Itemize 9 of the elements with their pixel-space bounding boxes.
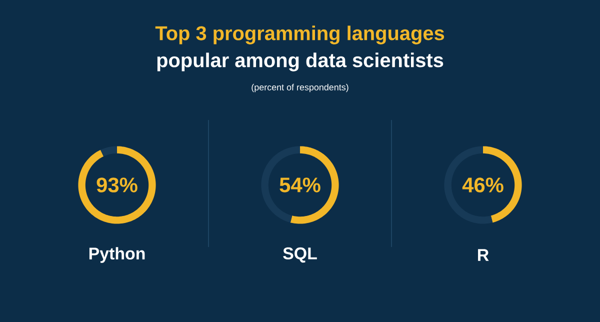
text: R	[478, 249, 489, 261]
chart-title: Top 3 programming languages	[155, 26, 444, 44]
text: 46%	[462, 178, 504, 192]
text: (percent of respondents)	[252, 84, 348, 92]
chart-subtitle: popular among data scientists	[157, 52, 444, 72]
text: Python	[89, 247, 145, 263]
text: SQL	[283, 247, 317, 263]
text: 54%	[280, 178, 320, 192]
text: 93%	[96, 178, 138, 192]
